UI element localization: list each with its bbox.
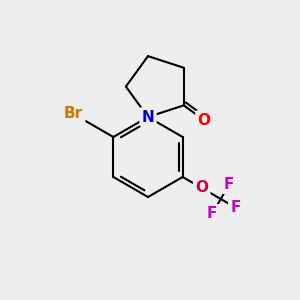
Text: O: O [197, 112, 211, 128]
Text: F: F [230, 200, 241, 215]
Text: Br: Br [64, 106, 83, 122]
Text: F: F [207, 206, 217, 221]
Text: F: F [224, 177, 234, 192]
Text: N: N [142, 110, 154, 124]
Text: O: O [195, 181, 208, 196]
